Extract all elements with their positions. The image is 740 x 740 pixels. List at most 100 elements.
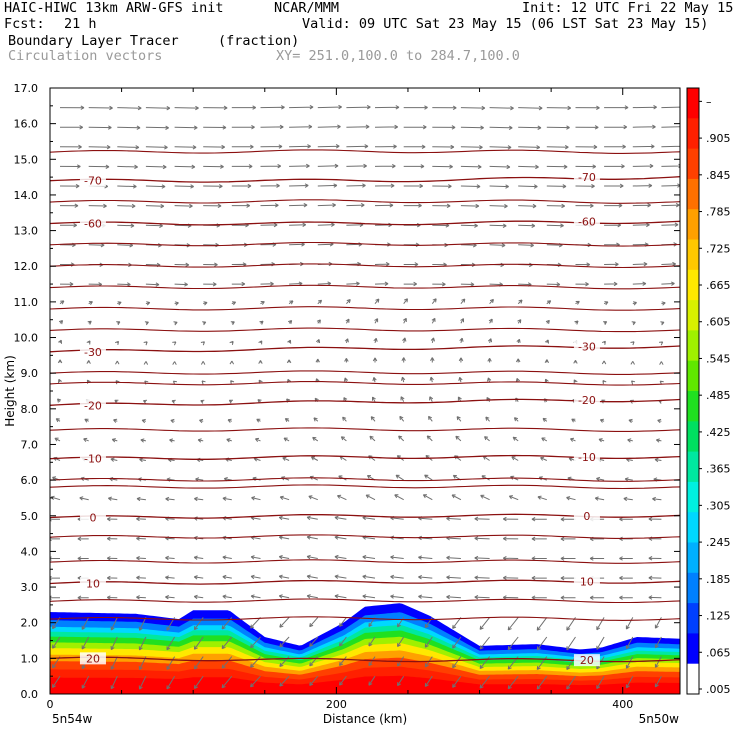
- circulation-vector-508: [117, 223, 135, 228]
- y-axis-label: Height (km): [3, 355, 17, 426]
- circulation-vector-619: [145, 125, 169, 130]
- circulation-vector-36: [452, 656, 462, 669]
- circulation-vector-196: [619, 517, 633, 522]
- y-tick-label: 16.0: [14, 118, 39, 131]
- circulation-vector-621: [203, 125, 227, 130]
- circulation-vector-264: [54, 437, 61, 442]
- circulation-vector-644: [231, 105, 257, 110]
- circulation-vector-581: [317, 163, 339, 169]
- circulation-vector-272: [283, 437, 290, 442]
- circulation-vector-29: [250, 656, 261, 668]
- circulation-vector-588: [518, 164, 539, 170]
- circulation-vector-480: [575, 262, 591, 267]
- circulation-vector-623: [260, 124, 284, 130]
- circulation-vector-466: [174, 262, 190, 268]
- circulation-vector-429: [374, 298, 380, 305]
- circulation-vector-53: [309, 636, 319, 647]
- circulation-vector-609: [489, 145, 512, 150]
- y-tick-label: 7.0: [21, 438, 39, 451]
- circulation-vector-299: [428, 415, 433, 422]
- isotherm-label: -30: [578, 340, 596, 353]
- circulation-vector-631: [489, 125, 513, 130]
- isotherm-line-10: [50, 477, 680, 482]
- circulation-vector-216: [566, 496, 576, 501]
- circulation-vector-600: [231, 144, 254, 150]
- circulation-vector-355: [143, 361, 149, 365]
- circulation-vector-554: [174, 184, 194, 189]
- colorbar-swatch-15: [687, 542, 699, 574]
- circulation-vector-218: [623, 496, 633, 502]
- circulation-vector-401: [202, 321, 207, 326]
- circulation-vector-389: [487, 338, 493, 344]
- circulation-vector-395: [659, 341, 664, 346]
- circulation-vector-440: [59, 281, 74, 287]
- circulation-vector-300: [456, 416, 462, 422]
- x-tick-label: 200: [326, 698, 347, 711]
- circulation-vector-391: [544, 339, 549, 344]
- circulation-vector-244: [110, 457, 118, 462]
- circulation-vector-410: [460, 318, 464, 324]
- circulation-vector-358: [229, 360, 235, 365]
- circulation-vector-574: [117, 164, 138, 170]
- circulation-vector-634: [575, 125, 599, 130]
- circulation-vector-443: [145, 282, 160, 287]
- circulation-vector-164: [334, 535, 347, 540]
- isotherm-label: -10: [84, 453, 102, 466]
- circulation-vector-271: [255, 437, 261, 443]
- circulation-vector-147: [474, 555, 490, 561]
- circulation-vector-374: [58, 339, 62, 344]
- circulation-vector-549: [661, 202, 680, 208]
- isotherm-line-9: [50, 427, 680, 432]
- isotherm-label-bg: [573, 450, 600, 463]
- circulation-vector-474: [403, 262, 419, 267]
- circulation-vector-611: [546, 144, 569, 150]
- circulation-vector-618: [117, 125, 141, 130]
- circulation-vector-445: [203, 282, 217, 287]
- circulation-vector-138: [222, 555, 232, 560]
- circulation-vector-3: [138, 675, 147, 690]
- circulation-vector-467: [203, 262, 218, 267]
- y-tick-label: 2.0: [21, 617, 39, 630]
- field1-name: Boundary Layer Tracer: [8, 33, 179, 49]
- circulation-vector-642: [174, 105, 199, 111]
- circulation-vector-572: [59, 164, 81, 169]
- x-axis-label: Distance (km): [323, 712, 407, 726]
- circulation-vector-348: [573, 379, 578, 384]
- circulation-vector-137: [193, 555, 204, 560]
- circulation-vector-47: [138, 636, 147, 651]
- circulation-vector-259: [540, 456, 548, 461]
- circulation-vector-544: [518, 203, 537, 209]
- circulation-vector-91: [136, 595, 146, 600]
- circulation-vector-285: [655, 438, 662, 443]
- circulation-vector-627: [374, 124, 399, 130]
- circulation-vector-453: [432, 282, 446, 287]
- isotherm-label-bg: [79, 217, 106, 230]
- circulation-vector-547: [604, 203, 623, 208]
- circulation-vector-522: [518, 223, 536, 228]
- circulation-vector-580: [289, 163, 310, 169]
- circulation-vector-404: [288, 320, 293, 325]
- circulation-vector-162: [278, 535, 290, 540]
- isotherm-label: -60: [84, 217, 102, 230]
- x-left-label: 5n54w: [52, 712, 93, 726]
- colorbar-swatch-10: [687, 391, 699, 422]
- circulation-vector-556: [231, 183, 252, 189]
- circulation-vector-215: [537, 495, 547, 501]
- circulation-vector-92: [165, 594, 175, 600]
- circulation-vector-2: [110, 675, 118, 690]
- circulation-vector-435: [546, 300, 552, 305]
- circulation-vector-601: [260, 144, 283, 149]
- circulation-vector-294: [284, 418, 290, 423]
- circulation-vector-86: [625, 617, 634, 630]
- circulation-vector-527: [661, 222, 679, 227]
- circulation-vector-461: [661, 281, 675, 286]
- circulation-vector-136: [165, 555, 175, 561]
- circulation-vector-290: [170, 418, 175, 424]
- circulation-vector-9: [309, 675, 319, 686]
- circulation-vector-529: [88, 203, 107, 209]
- circulation-vector-340: [343, 377, 349, 383]
- y-tick-label: 10.0: [14, 332, 39, 345]
- circulation-vector-286: [55, 418, 61, 423]
